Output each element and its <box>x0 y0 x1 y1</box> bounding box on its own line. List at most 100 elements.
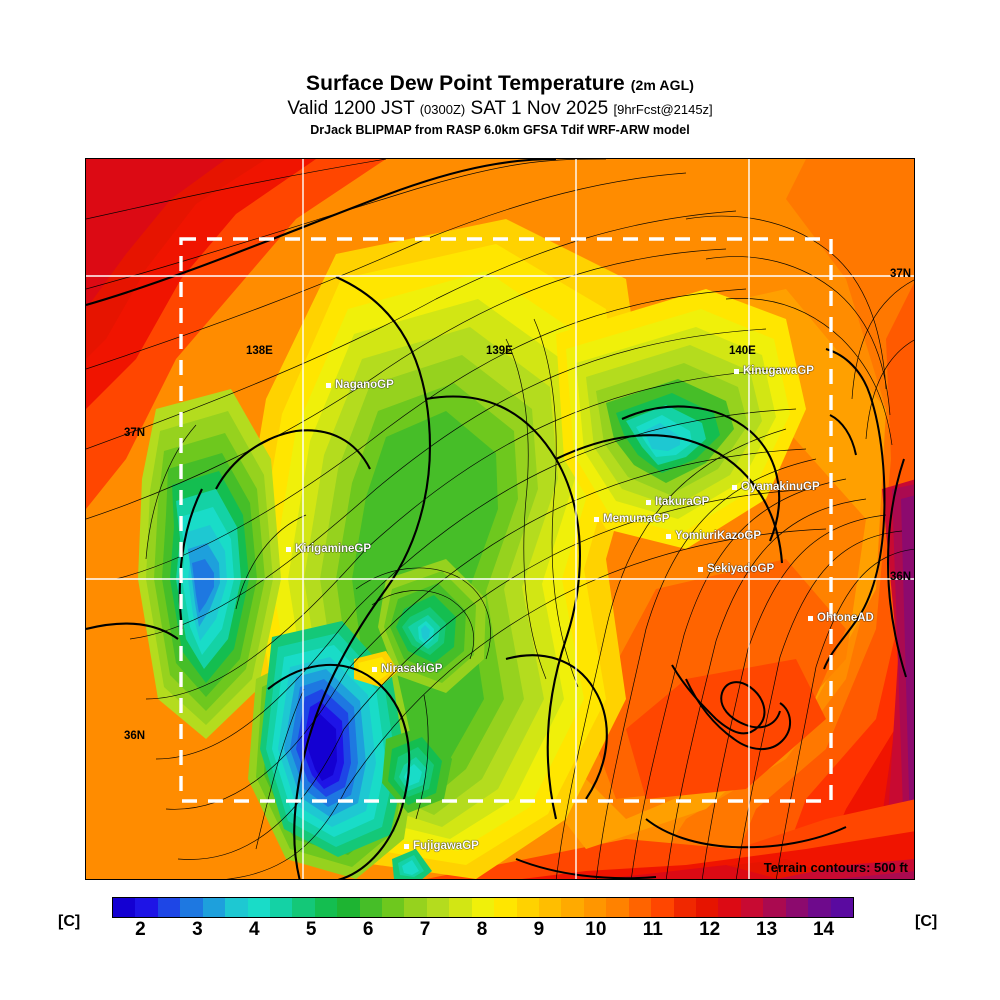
colorbar-swatch <box>606 898 629 917</box>
colorbar-swatch <box>673 898 696 917</box>
colorbar-swatch <box>337 898 360 917</box>
model-line: DrJack BLIPMAP from RASP 6.0km GFSA Tdif… <box>310 123 690 137</box>
colorbar-swatch <box>718 898 741 917</box>
station-yomiurikazogp[interactable]: YomiuriKazoGP <box>666 530 761 542</box>
colorbar-unit-right: [C] <box>915 913 938 930</box>
colorbar-swatch <box>202 898 226 917</box>
page-title: Surface Dew Point Temperature (2m AGL) <box>0 72 1000 97</box>
station-kinugawagp[interactable]: KinugawaGP <box>734 365 814 377</box>
colorbar-swatch <box>471 898 495 917</box>
station-dot <box>734 368 739 374</box>
colorbar-swatch <box>583 898 607 917</box>
colorbar-swatch <box>247 898 270 917</box>
map-canvas[interactable]: 138E 139E 140E 37N 36N 138E 139E NaganoG… <box>85 158 915 880</box>
colorbar-tick-label: 9 <box>533 919 545 940</box>
colorbar-gradient[interactable] <box>112 897 854 918</box>
colorbar-swatch <box>808 898 831 917</box>
valid-date: SAT 1 Nov 2025 <box>470 98 609 119</box>
terrain-contour-note: Terrain contours: 500 ft <box>763 860 908 875</box>
colorbar-tick-label: 4 <box>249 919 260 940</box>
title-block: Surface Dew Point Temperature (2m AGL) V… <box>0 72 1000 139</box>
colorbar-swatch <box>539 898 562 917</box>
colorbar-tick-label: 14 <box>812 919 835 940</box>
colorbar-swatch <box>651 898 674 917</box>
colorbar-swatch <box>314 898 338 917</box>
colorbar-swatch <box>292 898 315 917</box>
colorbar-swatch <box>785 898 809 917</box>
station-oyamakinugp[interactable]: OyamakinuGP <box>732 481 820 493</box>
station-dot <box>698 566 703 572</box>
station-dot <box>808 615 813 621</box>
station-dot <box>646 499 651 505</box>
station-ohtonead[interactable]: OhtoneAD <box>808 612 874 624</box>
station-fujigawagp[interactable]: FujigawaGP <box>404 840 479 852</box>
station-dot <box>732 484 737 490</box>
station-label: NaganoGP <box>335 379 394 391</box>
station-dot <box>286 546 291 552</box>
station-label: MemumaGP <box>603 513 670 525</box>
station-label: SekiyadoGP <box>707 563 775 575</box>
colorbar-swatch <box>494 898 517 917</box>
forecast-hour: [9hrFcst@2145z] <box>613 102 713 117</box>
station-dot <box>404 843 409 849</box>
colorbar-swatch <box>763 898 786 917</box>
station-label: NirasakiGP <box>381 663 443 675</box>
station-label: ItakuraGP <box>655 496 710 508</box>
station-kirigaminegp[interactable]: KirigamineGP <box>286 543 371 555</box>
station-label: OyamakinuGP <box>741 481 820 493</box>
station-label: KirigamineGP <box>295 543 372 555</box>
lon-label-139e-top: 139E <box>486 345 513 357</box>
station-label: OhtoneAD <box>817 612 874 624</box>
colorbar-swatch <box>382 898 405 917</box>
lon-label-140e-top: 140E <box>729 345 756 357</box>
title-valid-line: Valid 1200 JST (0300Z) SAT 1 Nov 2025 [9… <box>0 97 1000 121</box>
valid-time-utc: (0300Z) <box>419 102 466 117</box>
colorbar-swatch <box>135 898 158 917</box>
station-sekiyadogp[interactable]: SekiyadoGP <box>698 563 774 575</box>
colorbar-swatch <box>449 898 472 917</box>
colorbar: [C] 2 3 4 5 6 7 8 9 10 11 12 13 14 [C] <box>0 893 1000 953</box>
colorbar-tick-label: 3 <box>192 919 203 940</box>
colorbar-swatch <box>180 898 203 917</box>
station-label: YomiuriKazoGP <box>675 530 762 542</box>
colorbar-swatch <box>269 898 293 917</box>
colorbar-tick-label: 2 <box>135 919 146 940</box>
station-dot <box>594 516 599 522</box>
colorbar-tick-label: 10 <box>585 919 607 940</box>
valid-time: Valid 1200 JST <box>287 98 415 119</box>
colorbar-swatch <box>426 898 450 917</box>
colorbar-tick-label: 13 <box>756 919 778 940</box>
colorbar-tick-label: 8 <box>476 919 488 940</box>
lat-label-36n-left: 36N <box>124 730 146 742</box>
station-label: KinugawaGP <box>743 365 814 377</box>
station-dot <box>326 382 331 388</box>
colorbar-swatch <box>628 898 652 917</box>
colorbar-swatch <box>516 898 540 917</box>
colorbar-swatch <box>695 898 719 917</box>
station-memumagp[interactable]: MemumaGP <box>594 513 669 525</box>
station-nirasakigp[interactable]: NirasakiGP <box>372 663 442 675</box>
lat-label-37n-left: 37N <box>124 427 146 439</box>
colorbar-swatch <box>157 898 181 917</box>
colorbar-tick-label: 5 <box>305 919 317 940</box>
colorbar-tick-label: 6 <box>362 919 374 940</box>
colorbar-swatch <box>561 898 584 917</box>
colorbar-tick-label: 12 <box>699 919 721 940</box>
station-naganogp[interactable]: NaganoGP <box>326 379 394 391</box>
lat-label-37n-right: 37N <box>890 268 912 280</box>
station-dot <box>666 533 671 539</box>
station-dot <box>372 666 377 672</box>
title-main: Surface Dew Point Temperature <box>306 72 625 95</box>
station-itakuragp[interactable]: ItakuraGP <box>646 496 709 508</box>
colorbar-swatch <box>404 898 427 917</box>
colorbar-swatch <box>740 898 764 917</box>
colorbar-tick-label: 7 <box>419 919 431 940</box>
colorbar-swatch <box>225 898 248 917</box>
station-label: FujigawaGP <box>413 840 479 852</box>
colorbar-tick-label: 11 <box>642 919 663 940</box>
title-main-suffix: (2m AGL) <box>630 77 694 93</box>
colorbar-ticks: 2 3 4 5 6 7 8 9 10 11 12 13 14 <box>112 919 852 945</box>
colorbar-swatch <box>359 898 383 917</box>
map-svg <box>86 159 914 879</box>
